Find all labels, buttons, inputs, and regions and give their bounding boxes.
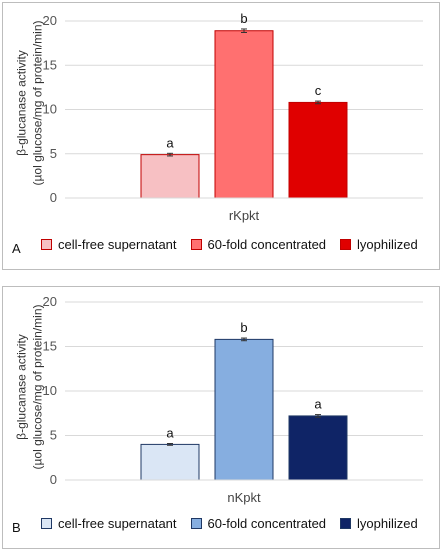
legend-label: lyophilized xyxy=(357,516,418,531)
legend-item: cell-free supernatant xyxy=(41,237,177,252)
legend-item: 60-fold concentrated xyxy=(190,516,327,531)
legend-label: lyophilized xyxy=(357,237,418,252)
y-tick-label: 10 xyxy=(43,102,57,117)
y-tick-label: 0 xyxy=(50,472,57,487)
legend-item: 60-fold concentrated xyxy=(190,237,327,252)
bar-chart-b: 0 5 10 15 20 a b a nKpkt xyxy=(43,294,423,505)
y-tick-label: 5 xyxy=(50,428,57,443)
bar xyxy=(214,338,274,481)
significance-letter: b xyxy=(240,11,247,26)
legend-item: lyophilized xyxy=(340,237,418,252)
legend-swatch xyxy=(340,239,352,250)
y-tick-label: 5 xyxy=(50,146,57,161)
significance-letter: a xyxy=(314,397,322,412)
y-tick-label: 20 xyxy=(43,13,57,28)
y-tick-label: 15 xyxy=(43,57,57,72)
significance-letter: c xyxy=(315,83,322,98)
chart-panel-b: β-glucanase activity (µol glucose/mg of … xyxy=(2,286,440,549)
significance-letter: a xyxy=(166,426,174,441)
legend-label: cell-free supernatant xyxy=(58,516,177,531)
panel-letter: A xyxy=(12,241,21,256)
y-tick-label: 20 xyxy=(43,294,57,309)
legend-swatch xyxy=(41,239,52,250)
x-category-label: nKpkt xyxy=(227,490,261,505)
legend-swatch xyxy=(340,518,352,529)
bar-chart-a: 0 5 10 15 20 a b c rKpkt xyxy=(43,11,423,223)
legend-item: lyophilized xyxy=(340,516,418,531)
legend-item: cell-free supernatant xyxy=(41,516,177,531)
significance-letter: a xyxy=(166,135,174,150)
panel-letter: B xyxy=(12,520,21,535)
bar xyxy=(214,30,274,199)
y-tick-label: 0 xyxy=(50,190,57,205)
bar xyxy=(140,154,200,199)
significance-letter: b xyxy=(240,320,247,335)
bar xyxy=(288,415,348,481)
legend: cell-free supernatant 60-fold concentrate… xyxy=(41,237,432,252)
bar xyxy=(288,101,348,199)
legend-label: 60-fold concentrated xyxy=(207,516,327,531)
chart-panel-a: β-glucanase activity (µol glucose/mg of … xyxy=(2,2,440,270)
legend-label: 60-fold concentrated xyxy=(207,237,327,252)
y-tick-label: 10 xyxy=(43,383,57,398)
x-category-label: rKpkt xyxy=(229,208,260,223)
bar xyxy=(140,443,200,481)
y-tick-label: 15 xyxy=(43,339,57,354)
legend-swatch xyxy=(190,518,202,529)
legend: cell-free supernatant 60-fold concentrate… xyxy=(41,516,432,531)
legend-swatch xyxy=(190,239,202,250)
legend-label: cell-free supernatant xyxy=(58,237,177,252)
legend-swatch xyxy=(41,518,52,529)
